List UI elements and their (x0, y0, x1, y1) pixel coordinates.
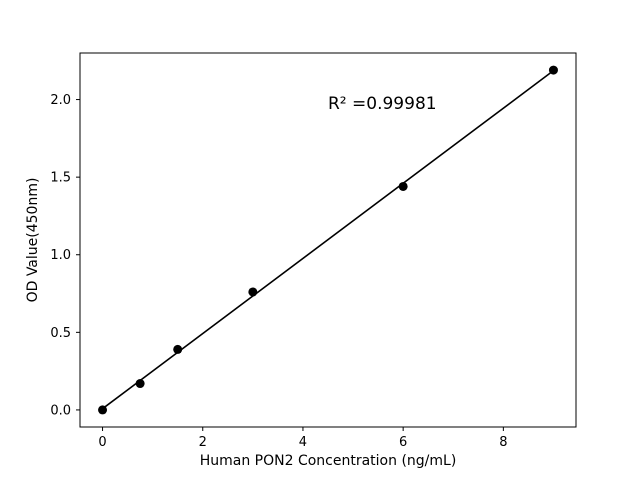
y-tick-label: 0.0 (50, 403, 71, 418)
x-tick-label: 0 (98, 435, 106, 450)
data-point (135, 379, 145, 389)
data-point (398, 181, 408, 191)
y-tick-label: 1.0 (50, 248, 71, 263)
fit-line (102, 69, 554, 410)
data-point (548, 65, 558, 75)
x-tick-label: 4 (299, 435, 307, 450)
r-squared-annotation: R² =0.99981 (328, 94, 437, 115)
x-tick-label: 8 (499, 435, 507, 450)
y-tick-label: 1.5 (50, 171, 71, 186)
x-axis-label: Human PON2 Concentration (ng/mL) (199, 453, 457, 469)
data-point (98, 405, 108, 415)
data-point (248, 287, 258, 297)
y-axis-label: OD Value(450nm) (25, 177, 41, 303)
x-tick-label: 6 (399, 435, 407, 450)
data-point (173, 344, 183, 354)
plot-frame (79, 52, 577, 428)
x-tick-label: 2 (199, 435, 207, 450)
y-tick-label: 0.5 (50, 326, 71, 341)
y-tick-label: 2.0 (50, 93, 71, 108)
